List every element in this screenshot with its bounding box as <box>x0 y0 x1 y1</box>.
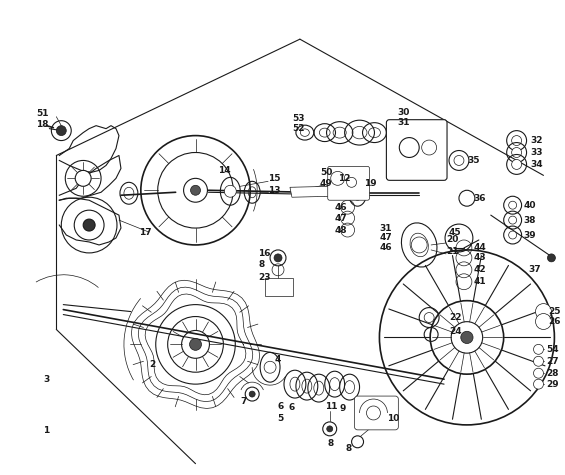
Text: 2: 2 <box>149 360 155 369</box>
Circle shape <box>512 148 521 158</box>
Text: 14: 14 <box>219 166 231 175</box>
Text: 54: 54 <box>546 345 559 354</box>
Text: 5: 5 <box>277 414 283 423</box>
Circle shape <box>351 436 363 448</box>
Circle shape <box>508 231 516 239</box>
Circle shape <box>75 171 91 186</box>
Text: 52: 52 <box>292 124 305 133</box>
Circle shape <box>83 219 95 231</box>
Circle shape <box>512 135 521 145</box>
Text: 46: 46 <box>380 244 392 252</box>
Text: 13: 13 <box>268 186 281 195</box>
FancyBboxPatch shape <box>328 166 370 200</box>
Bar <box>265 278 293 295</box>
Text: 41: 41 <box>474 277 486 286</box>
Circle shape <box>367 406 380 420</box>
Circle shape <box>327 426 333 432</box>
Text: 37: 37 <box>528 266 541 274</box>
Text: 46: 46 <box>334 203 347 212</box>
Text: 34: 34 <box>531 160 543 169</box>
Circle shape <box>533 356 544 366</box>
Circle shape <box>533 368 544 378</box>
Text: 12: 12 <box>338 174 350 183</box>
Text: 36: 36 <box>474 194 486 203</box>
Text: 31: 31 <box>380 224 392 233</box>
Circle shape <box>189 338 202 351</box>
Text: 48: 48 <box>334 226 347 235</box>
Text: 29: 29 <box>546 380 559 389</box>
Text: 47: 47 <box>380 234 392 243</box>
Polygon shape <box>290 186 332 197</box>
Circle shape <box>508 216 516 224</box>
Text: 39: 39 <box>524 230 536 239</box>
Text: 49: 49 <box>320 179 333 188</box>
Text: 26: 26 <box>549 317 561 326</box>
Text: 40: 40 <box>524 201 536 209</box>
Circle shape <box>411 237 427 253</box>
Text: 51: 51 <box>37 109 49 118</box>
Text: 35: 35 <box>467 156 480 165</box>
Text: 8: 8 <box>346 444 352 453</box>
Text: 31: 31 <box>397 118 410 127</box>
Text: 8: 8 <box>258 260 264 269</box>
Text: 33: 33 <box>531 148 543 157</box>
Text: 44: 44 <box>474 244 486 252</box>
Text: 3: 3 <box>44 375 50 384</box>
Text: 21: 21 <box>446 247 459 257</box>
Text: 38: 38 <box>524 216 536 225</box>
Text: 50: 50 <box>320 168 332 177</box>
Text: 10: 10 <box>388 414 400 423</box>
Text: 43: 43 <box>474 253 486 262</box>
Text: 6: 6 <box>289 403 295 412</box>
Text: 6: 6 <box>277 401 283 410</box>
Text: 11: 11 <box>325 401 337 410</box>
Text: 23: 23 <box>258 273 271 282</box>
Text: 17: 17 <box>139 228 151 237</box>
Circle shape <box>512 160 521 170</box>
Text: 15: 15 <box>268 174 281 183</box>
Circle shape <box>190 185 201 195</box>
Text: 25: 25 <box>549 307 561 316</box>
Text: 20: 20 <box>446 236 458 245</box>
Text: 1: 1 <box>44 427 50 436</box>
Text: 22: 22 <box>449 313 462 322</box>
Circle shape <box>264 361 276 373</box>
Circle shape <box>533 379 544 389</box>
Text: 30: 30 <box>397 108 410 117</box>
Circle shape <box>508 201 516 209</box>
Text: 28: 28 <box>546 369 559 378</box>
Text: 8: 8 <box>328 439 334 448</box>
Circle shape <box>424 313 434 323</box>
Text: 4: 4 <box>275 355 281 364</box>
Text: 18: 18 <box>37 120 49 129</box>
Circle shape <box>346 177 357 187</box>
Text: 27: 27 <box>546 357 559 366</box>
Text: 24: 24 <box>449 327 462 336</box>
Circle shape <box>224 185 236 197</box>
Circle shape <box>536 304 551 320</box>
Circle shape <box>270 250 286 266</box>
Circle shape <box>547 254 555 262</box>
Text: 53: 53 <box>292 114 305 123</box>
Circle shape <box>454 155 464 165</box>
Circle shape <box>274 254 282 262</box>
Text: 47: 47 <box>334 214 347 223</box>
Text: 19: 19 <box>364 179 377 188</box>
Circle shape <box>533 344 544 354</box>
Text: 32: 32 <box>531 136 543 145</box>
Text: 9: 9 <box>340 405 346 414</box>
FancyBboxPatch shape <box>386 120 447 180</box>
Text: 45: 45 <box>449 228 462 237</box>
Circle shape <box>536 314 551 330</box>
Text: 16: 16 <box>258 249 271 258</box>
FancyBboxPatch shape <box>355 396 398 430</box>
Circle shape <box>323 422 337 436</box>
Circle shape <box>56 126 66 135</box>
Text: 42: 42 <box>474 266 486 274</box>
Circle shape <box>461 331 473 343</box>
Text: 7: 7 <box>240 397 247 406</box>
Circle shape <box>249 391 255 397</box>
